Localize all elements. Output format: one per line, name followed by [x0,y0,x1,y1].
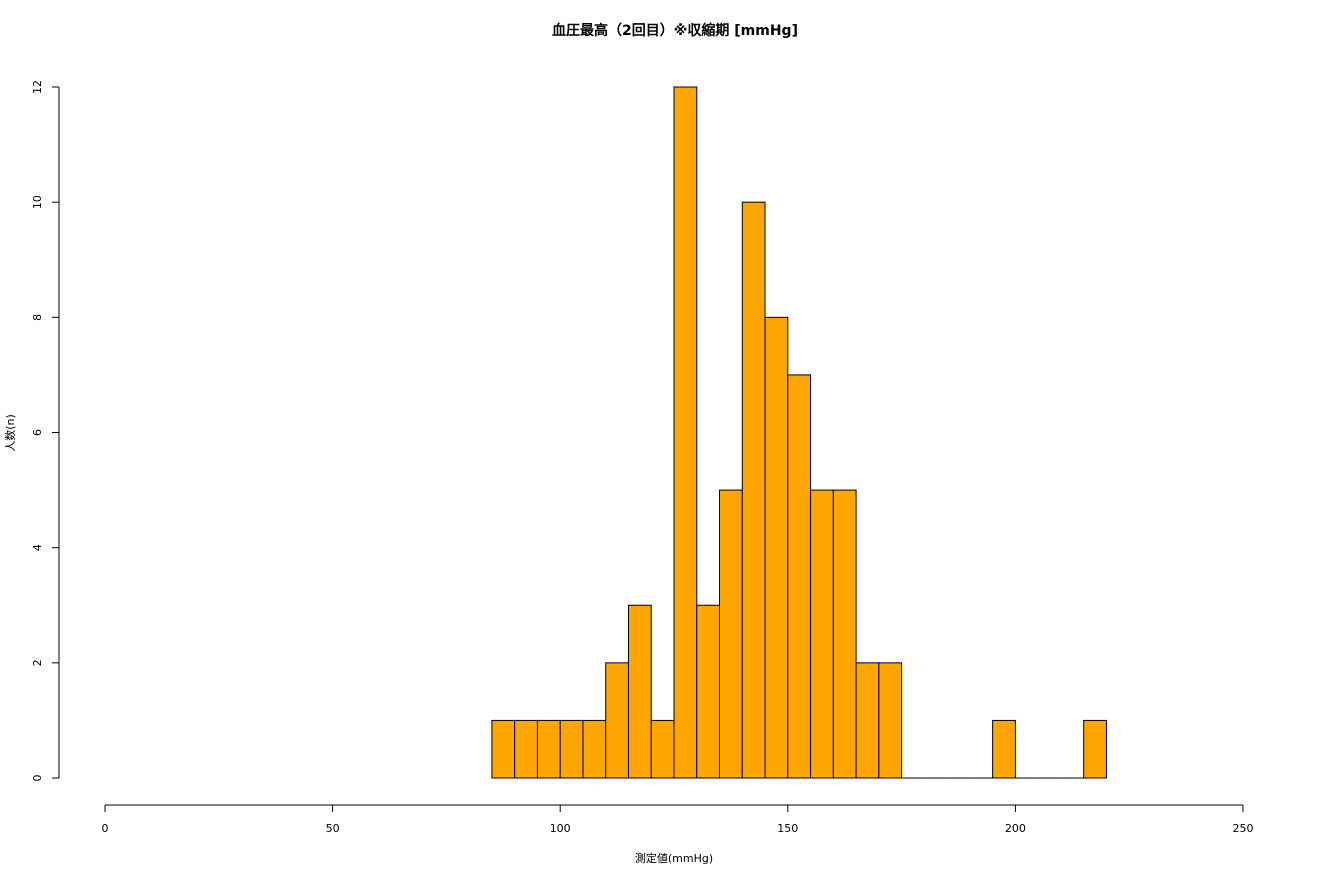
y-tick-label: 4 [31,544,44,551]
y-tick-label: 12 [31,80,44,94]
y-tick-label: 2 [31,659,44,666]
histogram-bar [650,719,675,779]
histogram-bar [810,489,834,779]
x-tick-label: 50 [326,822,340,835]
x-tick-label: 150 [777,822,798,835]
histogram-bar [878,662,903,779]
bars-group [491,86,1107,779]
histogram-bar [559,719,584,779]
histogram-bar [764,316,789,779]
histogram-bar [627,604,652,779]
x-axis-label: 測定値(mmHg) [635,851,713,865]
histogram-bar [741,201,766,779]
x-tick-label: 200 [1005,822,1026,835]
histogram-bar [514,719,538,779]
histogram-bar [605,662,629,779]
histogram-bar [992,719,1016,779]
y-tick-label: 6 [31,429,44,436]
histogram-bar [582,719,607,779]
x-axis: 0 50 100 150 200 250 [102,804,1254,835]
y-axis: 0 2 4 6 8 10 12 [31,80,60,782]
x-tick-label: 250 [1233,822,1254,835]
histogram-bar [696,604,721,779]
histogram-bar [1083,719,1107,779]
y-axis-label: 人数(n) [4,414,17,452]
y-tick-label: 0 [31,775,44,782]
histogram-bar [832,489,857,779]
histogram-bar [855,662,880,779]
histogram-bar [673,86,698,779]
histogram-bar [491,719,516,779]
x-tick-label: 0 [102,822,109,835]
histogram-bar [787,374,812,779]
histogram-bar [536,719,561,779]
y-tick-label: 8 [31,314,44,321]
histogram-bar [719,489,743,779]
chart-title: 血圧最高（2回目）※収縮期 [mmHg] [552,22,798,39]
y-tick-label: 10 [31,195,44,209]
x-tick-label: 100 [550,822,571,835]
